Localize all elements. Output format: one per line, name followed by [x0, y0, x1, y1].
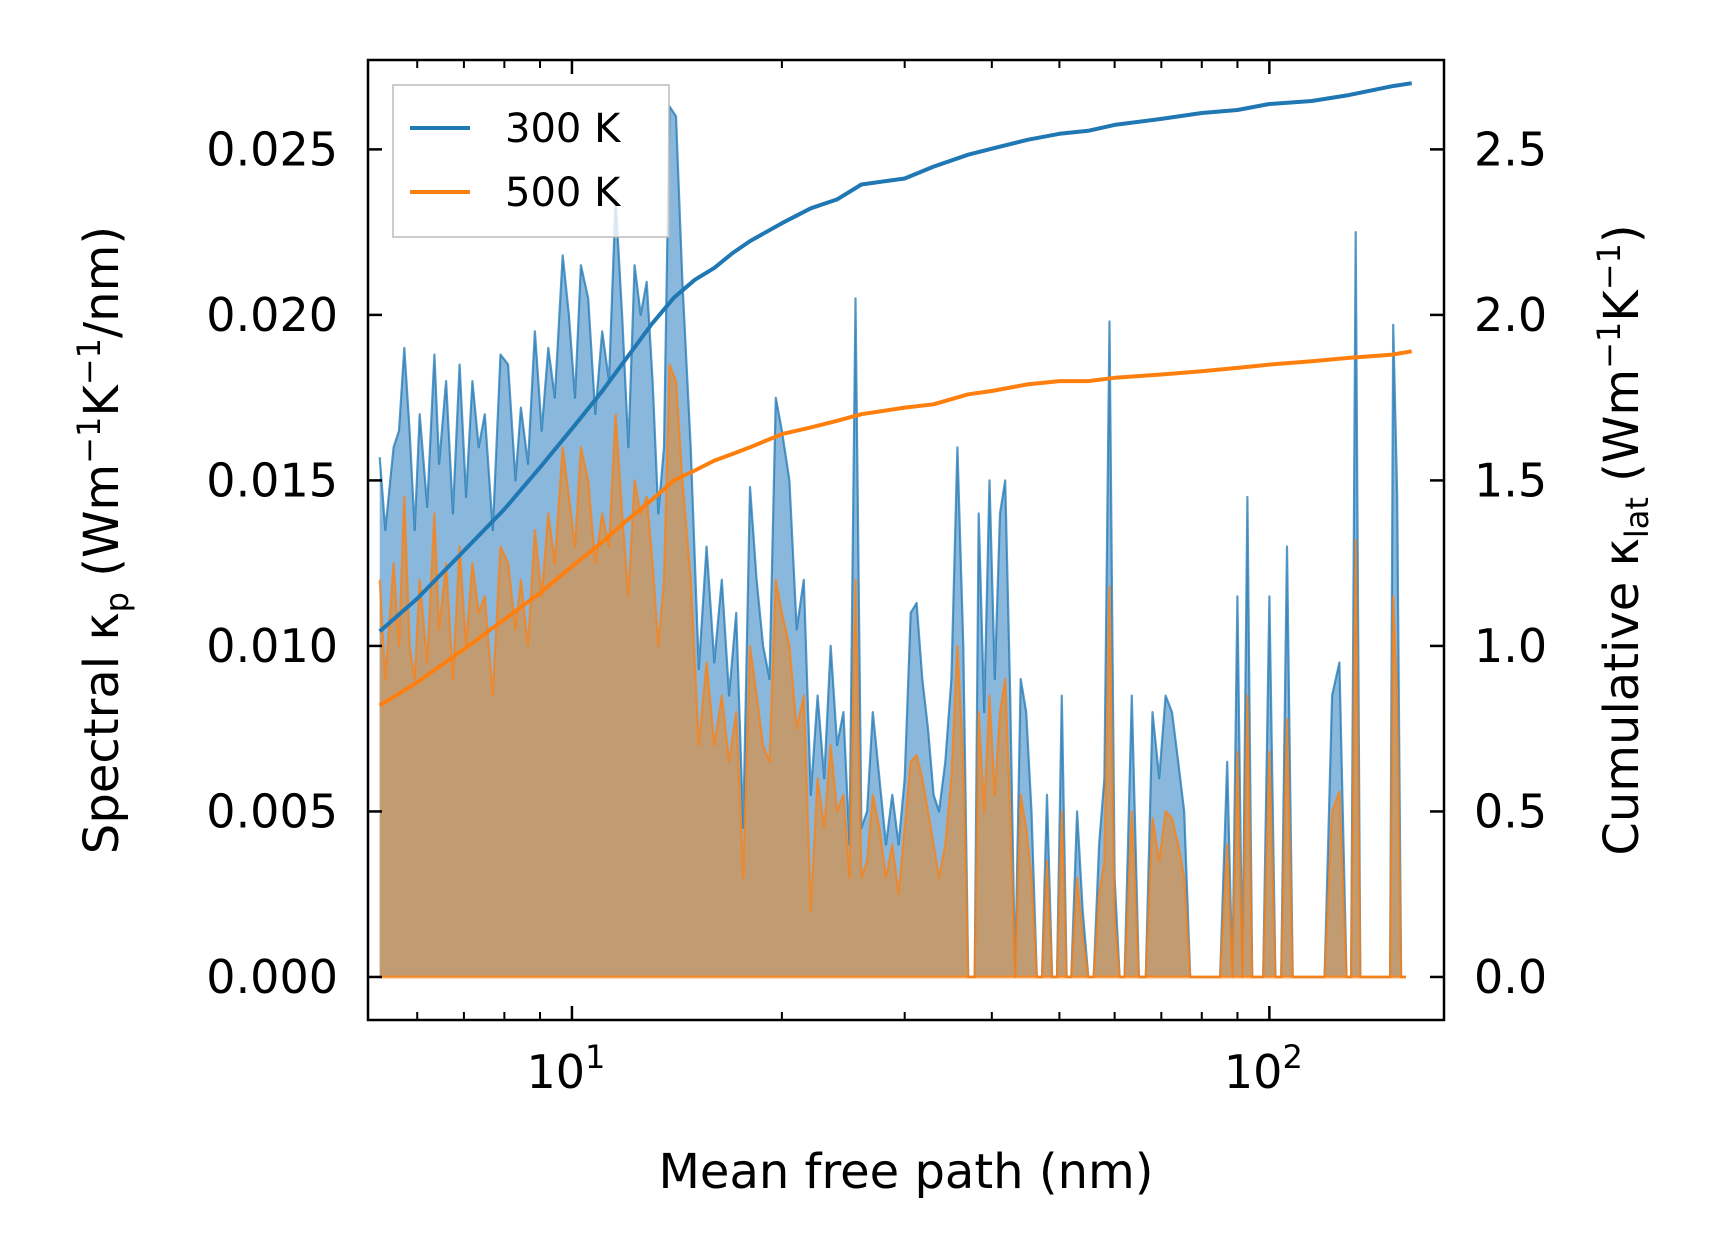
axes-frame [366, 58, 1446, 1022]
x-axis-label: Mean free path (nm) [659, 1144, 1154, 1200]
spectral-area-500k [379, 364, 1407, 978]
y2-axis-label: Cumulative κlat (Wm−1K−1) [1590, 224, 1656, 855]
y-tick-label: 0.025 [206, 122, 338, 176]
series-lines [378, 81, 1413, 708]
y2-tick-label: 0.5 [1474, 784, 1547, 838]
legend: 300 K 500 K [392, 84, 670, 238]
legend-box [392, 84, 670, 238]
cumulative-line-500k [378, 349, 1413, 708]
x-tick-label: 102 [1224, 1038, 1303, 1099]
spectral-line-500k [378, 363, 1406, 979]
spectral-areas [378, 105, 1407, 979]
y2-tick-label: 2.5 [1474, 122, 1547, 176]
x-tick-label: 101 [526, 1038, 605, 1099]
y2-tick-label: 1.5 [1474, 453, 1547, 507]
tick-labels: 0.000 0.005 0.010 0.015 0.020 0.025 0.0 0.5 1.0 1… [206, 122, 1547, 1099]
y-tick-label: 0.020 [206, 288, 338, 342]
y-tick-label: 0.010 [206, 619, 338, 673]
y-tick-label: 0.005 [206, 784, 338, 838]
legend-label-500k: 500 K [505, 170, 622, 216]
y-tick-label: 0.000 [206, 950, 338, 1004]
y-axis-label: Spectral κp (Wm−1K−1/nm) [70, 226, 136, 854]
y2-tick-label: 2.0 [1474, 288, 1547, 342]
axis-ticks [368, 60, 1444, 1020]
y2-tick-label: 0.0 [1474, 950, 1547, 1004]
y-tick-label: 0.015 [206, 453, 338, 507]
cumulative-line-300k [378, 81, 1413, 633]
legend-label-300k: 300 K [505, 106, 622, 152]
y2-tick-label: 1.0 [1474, 619, 1547, 673]
